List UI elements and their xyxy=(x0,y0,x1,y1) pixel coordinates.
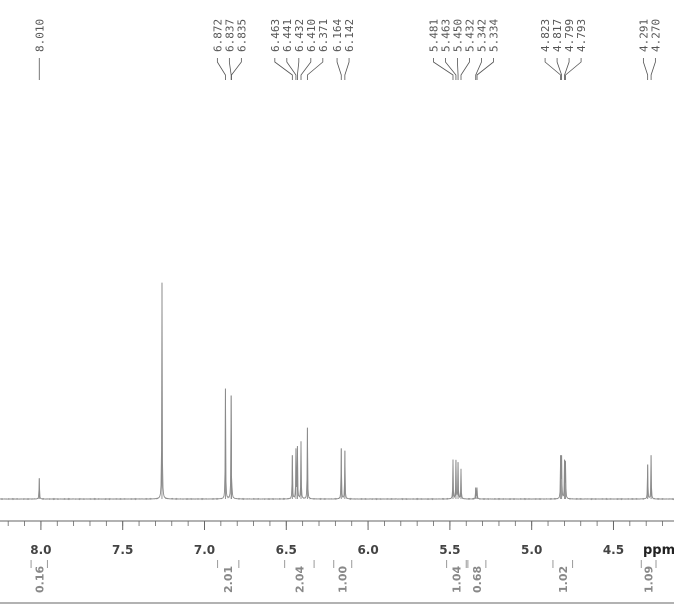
ppm-axis: 8.0 7.5 7.0 6.5 6.0 5.5 5.0 4.5 xyxy=(0,520,674,557)
tick-label: 4.5 xyxy=(603,543,624,557)
tick-label: 6.0 xyxy=(357,543,378,557)
peak-leader-line xyxy=(544,58,562,80)
peak-label: 5.481 xyxy=(427,19,440,52)
integral-label: 1.02 xyxy=(557,566,570,593)
peak-label: 6.410 xyxy=(305,19,318,52)
peak-leader-line xyxy=(344,58,350,80)
peak-label: 5.432 xyxy=(463,19,476,52)
peak-leader-line xyxy=(564,58,570,80)
integral-label: 1.09 xyxy=(643,566,656,593)
peak-label: 6.872 xyxy=(211,19,224,52)
integral-bracket xyxy=(217,560,240,568)
tick-label: 8.0 xyxy=(30,543,51,557)
peak-leader-line xyxy=(460,58,470,80)
integral-bracket xyxy=(467,560,487,568)
integral-label: 1.00 xyxy=(337,566,350,593)
peak-leader-line xyxy=(476,58,494,80)
x-axis-unit-label: ppm xyxy=(643,543,674,558)
peak-label: 6.835 xyxy=(235,19,248,52)
integral-bracket xyxy=(284,560,315,568)
peak-label: 4.291 xyxy=(637,19,650,52)
peak-label: 4.793 xyxy=(575,19,588,52)
peak-leader-line xyxy=(228,58,232,80)
peak-leader-line xyxy=(216,58,226,80)
peak-leader-line xyxy=(556,58,563,80)
peak-leader-line xyxy=(231,58,242,80)
peak-leader-line xyxy=(457,58,459,80)
peak-label: 4.823 xyxy=(539,19,552,52)
peak-leader-line xyxy=(433,58,454,80)
peak-label-layer: 8.010 6.872 6.837 6.835 6.463 6.441 6.432 6.410… xyxy=(33,19,662,80)
tick-label: 7.5 xyxy=(112,543,133,557)
peak-leader-line xyxy=(297,58,300,80)
peak-label: 4.270 xyxy=(649,19,662,52)
integral-bracket xyxy=(333,560,353,568)
peak-leader-line xyxy=(475,58,482,80)
integral-region: 0.16 2.01 2.04 1.00 1.04 0.68 1.02 1.09 xyxy=(0,560,674,604)
peak-label: 5.463 xyxy=(439,19,452,52)
integral-label: 1.04 xyxy=(450,566,463,593)
peak-label: 4.817 xyxy=(551,19,564,52)
peak-leader-line xyxy=(445,58,457,80)
peak-leader-line xyxy=(642,58,649,80)
peak-label: 5.450 xyxy=(451,19,464,52)
integral-label: 2.04 xyxy=(293,566,306,593)
integral-label: 0.68 xyxy=(471,566,484,593)
tick-label: 6.5 xyxy=(276,543,297,557)
integral-bracket xyxy=(552,560,574,568)
peak-leader-line xyxy=(336,58,342,80)
peak-label: 6.142 xyxy=(343,19,356,52)
peak-leader-line xyxy=(565,58,582,80)
tick-label: 5.0 xyxy=(521,543,542,557)
integral-bracket xyxy=(30,560,48,568)
integral-label: 0.16 xyxy=(33,566,46,593)
peak-leader-line xyxy=(274,58,293,80)
peak-leader-line xyxy=(306,58,324,80)
peak-label: 6.432 xyxy=(293,19,306,52)
peak-label: 8.010 xyxy=(33,19,46,52)
tick-label: 7.0 xyxy=(194,543,215,557)
peak-label: 6.463 xyxy=(269,19,282,52)
peak-label: 6.164 xyxy=(331,19,344,52)
peak-label: 6.371 xyxy=(317,19,330,52)
integral-label: 2.01 xyxy=(222,566,235,593)
plot-area xyxy=(0,282,674,501)
peak-leader-line xyxy=(650,58,656,80)
tick-label: 5.5 xyxy=(439,543,460,557)
peak-label: 5.342 xyxy=(475,19,488,52)
peak-label: 5.334 xyxy=(487,19,500,52)
spectrum-line xyxy=(0,282,674,501)
peak-leader-line xyxy=(300,58,312,80)
integral-bracket xyxy=(640,560,657,568)
peak-label: 6.837 xyxy=(223,19,236,52)
peak-label: 6.441 xyxy=(281,19,294,52)
integral-bracket xyxy=(446,560,467,568)
peak-leader-line xyxy=(286,58,297,80)
peak-label: 4.799 xyxy=(563,19,576,52)
